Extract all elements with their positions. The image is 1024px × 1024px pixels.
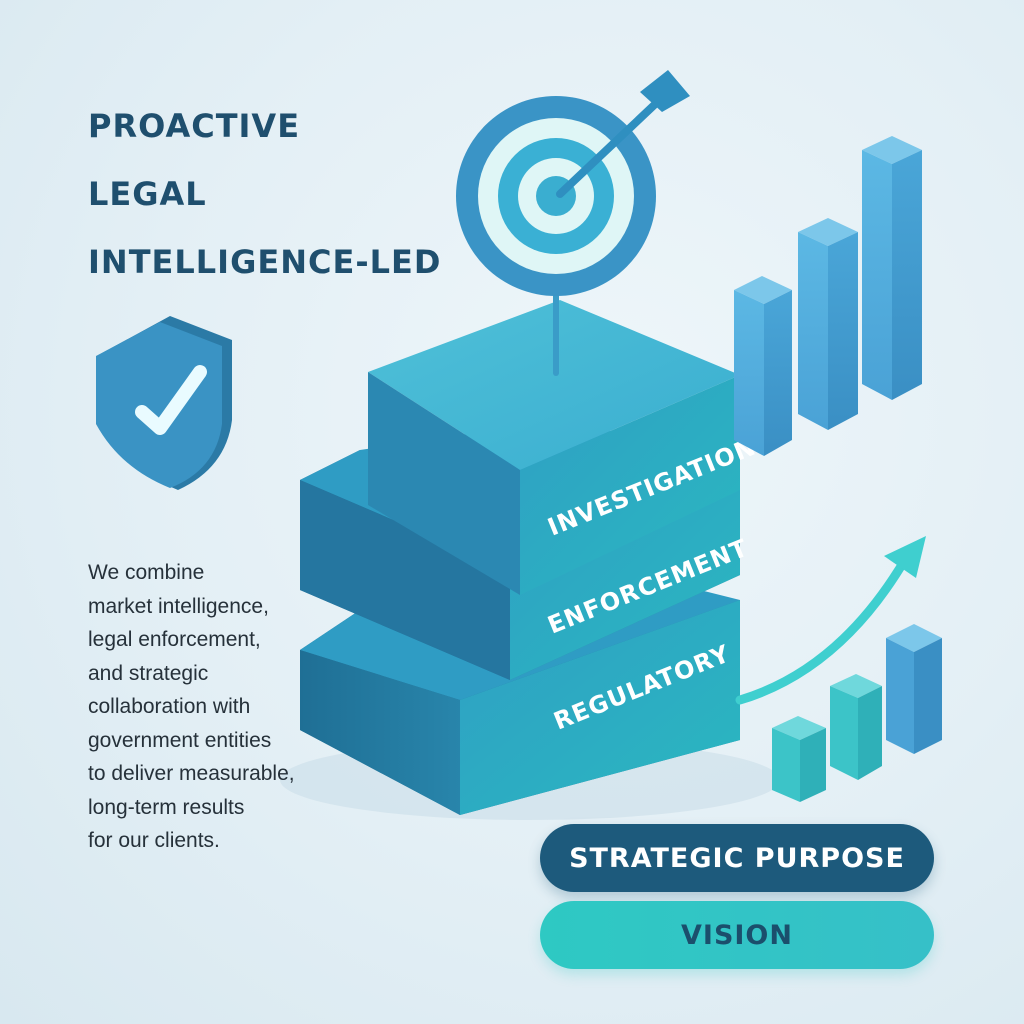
step-investigation — [368, 300, 740, 595]
bar-chart-top — [734, 136, 922, 456]
vision-label: VISION — [681, 919, 793, 951]
shield-check-icon — [96, 316, 232, 490]
bar-bottom-1 — [772, 716, 826, 802]
bar-top-3 — [862, 136, 922, 400]
body-line: for our clients. — [88, 829, 220, 852]
body-line: long-term results — [88, 795, 245, 819]
bar-chart-bottom — [772, 624, 942, 802]
strategic-purpose-label: STRATEGIC PURPOSE — [569, 842, 905, 874]
body-line: and strategic — [88, 661, 209, 685]
body-line: We combine — [88, 561, 205, 584]
headline-line-2: LEGAL — [88, 175, 207, 213]
body-line: government entities — [88, 728, 272, 752]
headline-line-1: PROACTIVE — [88, 107, 301, 145]
trend-arrow-icon — [735, 536, 926, 705]
bar-bottom-3 — [886, 624, 942, 754]
body-line: market intelligence, — [88, 594, 269, 618]
vision-button[interactable]: VISION — [540, 901, 934, 969]
bar-bottom-2 — [830, 674, 882, 780]
body-line: to deliver measurable, — [88, 762, 295, 785]
body-line: collaboration with — [88, 695, 251, 718]
target-icon — [456, 70, 690, 376]
body-line: legal enforcement, — [88, 628, 261, 651]
headline: PROACTIVE LEGAL INTELLIGENCE-LED — [88, 92, 441, 296]
body-text: We combine market intelligence, legal en… — [88, 556, 348, 858]
headline-line-3: INTELLIGENCE-LED — [88, 243, 442, 281]
bar-top-1 — [734, 276, 792, 456]
bar-top-2 — [798, 218, 858, 430]
strategic-purpose-button[interactable]: STRATEGIC PURPOSE — [540, 824, 934, 892]
